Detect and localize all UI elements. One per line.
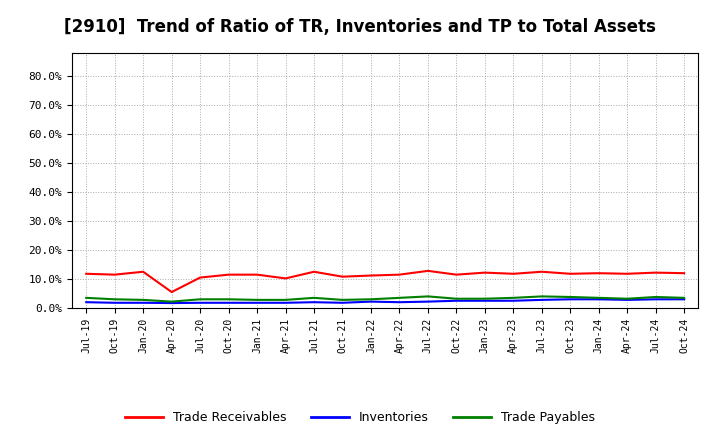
Trade Payables	[366, 297, 375, 302]
Inventories	[623, 297, 631, 303]
Inventories	[310, 300, 318, 305]
Trade Payables	[652, 294, 660, 300]
Trade Payables	[310, 295, 318, 301]
Trade Receivables	[595, 271, 603, 276]
Inventories	[139, 300, 148, 305]
Legend: Trade Receivables, Inventories, Trade Payables: Trade Receivables, Inventories, Trade Pa…	[120, 407, 600, 429]
Trade Payables	[282, 297, 290, 303]
Trade Payables	[395, 295, 404, 301]
Trade Receivables	[480, 270, 489, 275]
Trade Receivables	[310, 269, 318, 275]
Inventories	[480, 298, 489, 304]
Trade Payables	[82, 295, 91, 301]
Inventories	[680, 297, 688, 302]
Trade Payables	[423, 294, 432, 299]
Line: Trade Payables: Trade Payables	[86, 297, 684, 302]
Trade Receivables	[423, 268, 432, 274]
Line: Inventories: Inventories	[86, 299, 684, 303]
Trade Receivables	[253, 272, 261, 277]
Inventories	[366, 299, 375, 304]
Inventories	[595, 297, 603, 302]
Trade Receivables	[652, 270, 660, 275]
Trade Receivables	[366, 273, 375, 278]
Trade Payables	[537, 294, 546, 299]
Trade Payables	[253, 297, 261, 303]
Inventories	[652, 297, 660, 302]
Trade Receivables	[110, 272, 119, 277]
Line: Trade Receivables: Trade Receivables	[86, 271, 684, 292]
Trade Payables	[338, 297, 347, 303]
Trade Payables	[595, 295, 603, 301]
Trade Payables	[509, 295, 518, 301]
Trade Payables	[196, 297, 204, 302]
Trade Receivables	[196, 275, 204, 280]
Inventories	[537, 297, 546, 303]
Trade Payables	[452, 296, 461, 301]
Trade Payables	[680, 295, 688, 301]
Trade Payables	[225, 297, 233, 302]
Trade Payables	[623, 296, 631, 301]
Trade Receivables	[167, 290, 176, 295]
Text: [2910]  Trend of Ratio of TR, Inventories and TP to Total Assets: [2910] Trend of Ratio of TR, Inventories…	[64, 18, 656, 36]
Trade Receivables	[623, 271, 631, 276]
Inventories	[167, 301, 176, 306]
Inventories	[423, 299, 432, 304]
Inventories	[452, 298, 461, 304]
Trade Receivables	[566, 271, 575, 276]
Inventories	[282, 300, 290, 305]
Trade Payables	[566, 294, 575, 300]
Trade Receivables	[680, 271, 688, 276]
Trade Payables	[167, 299, 176, 304]
Trade Receivables	[282, 276, 290, 281]
Inventories	[566, 297, 575, 302]
Trade Payables	[139, 297, 148, 303]
Inventories	[253, 300, 261, 305]
Trade Receivables	[537, 269, 546, 275]
Inventories	[509, 298, 518, 304]
Trade Payables	[110, 297, 119, 302]
Trade Receivables	[395, 272, 404, 277]
Inventories	[395, 300, 404, 305]
Inventories	[225, 300, 233, 305]
Trade Receivables	[82, 271, 91, 276]
Inventories	[338, 300, 347, 305]
Trade Receivables	[139, 269, 148, 275]
Inventories	[82, 300, 91, 305]
Trade Receivables	[452, 272, 461, 277]
Trade Receivables	[225, 272, 233, 277]
Trade Payables	[480, 296, 489, 301]
Trade Receivables	[338, 274, 347, 279]
Inventories	[196, 300, 204, 305]
Inventories	[110, 300, 119, 305]
Trade Receivables	[509, 271, 518, 276]
